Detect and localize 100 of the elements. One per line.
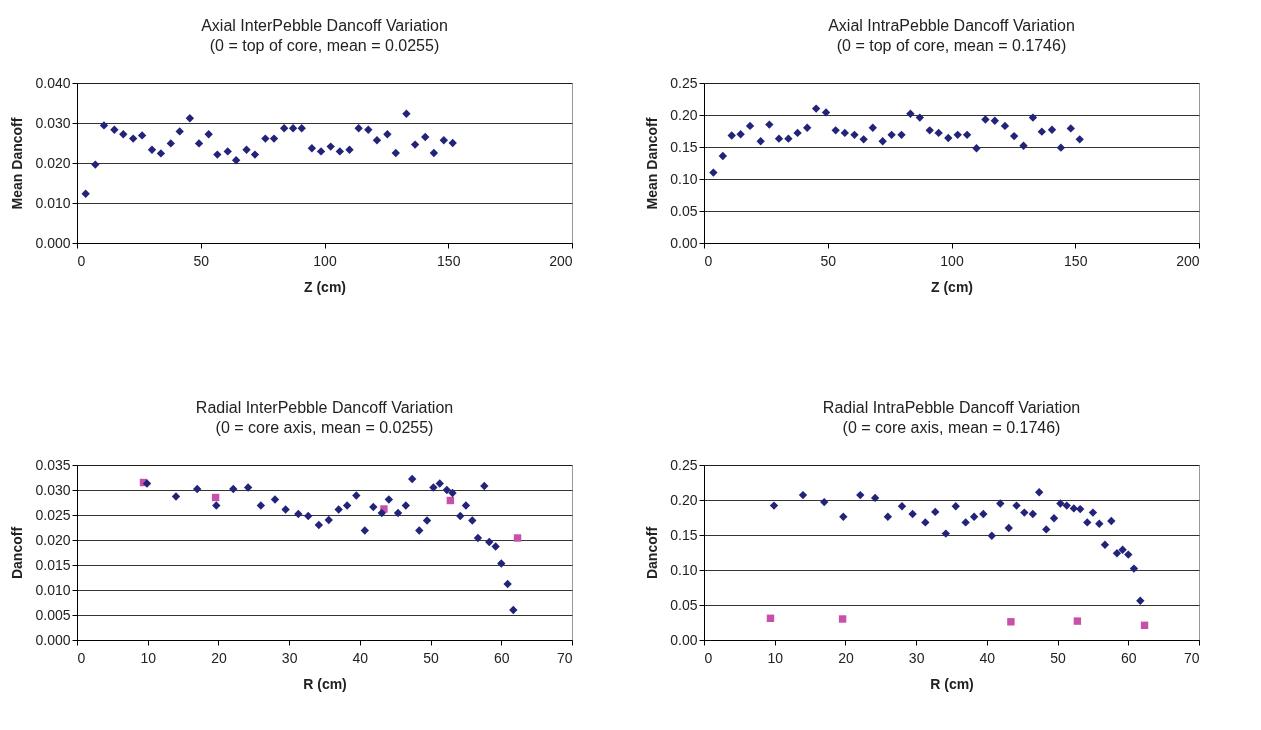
- x-tick-label: 40: [979, 649, 996, 666]
- point: [769, 501, 779, 510]
- point: [1095, 519, 1104, 528]
- x-tick-label: 150: [437, 252, 461, 269]
- chart-title: Radial InterPebble Dancoff Variation: [195, 399, 454, 416]
- point: [110, 125, 119, 134]
- point: [354, 124, 363, 133]
- x-tick-label: 150: [1064, 252, 1088, 269]
- point: [1073, 617, 1082, 625]
- point: [1056, 499, 1065, 508]
- point: [509, 605, 518, 615]
- point: [1047, 125, 1057, 134]
- x-tick-label: 40: [352, 649, 369, 666]
- point: [304, 511, 313, 521]
- point: [944, 133, 953, 143]
- point: [429, 148, 439, 158]
- point: [480, 481, 489, 491]
- point: [951, 502, 960, 511]
- x-tick-label: 0: [704, 649, 713, 666]
- x-axis-title: R (cm): [930, 675, 974, 692]
- y-tick-label: 0.20: [670, 491, 698, 508]
- point: [1118, 545, 1127, 554]
- point: [410, 140, 420, 149]
- x-tick-label: 50: [820, 252, 837, 269]
- point: [435, 479, 444, 488]
- point: [870, 493, 880, 503]
- point: [243, 483, 253, 492]
- point: [142, 479, 152, 488]
- x-tick-label: 70: [1183, 649, 1200, 666]
- point: [119, 130, 128, 139]
- point: [1088, 508, 1098, 517]
- chart-title: Radial IntraPebble Dancoff Variation: [822, 399, 1081, 416]
- point: [925, 126, 934, 135]
- point: [897, 130, 906, 140]
- point: [377, 508, 386, 518]
- point: [297, 124, 306, 133]
- point: [1112, 549, 1122, 558]
- point: [473, 533, 483, 543]
- point: [491, 542, 500, 551]
- point: [137, 131, 147, 140]
- point: [878, 137, 887, 146]
- point: [307, 144, 317, 153]
- point: [1136, 596, 1145, 605]
- y-axis-title: Dancoff: [9, 526, 26, 580]
- y-tick-label: 0.025: [35, 506, 71, 523]
- point: [345, 145, 354, 154]
- point: [931, 507, 940, 517]
- point: [281, 505, 290, 514]
- y-tick-label: 0.035: [35, 456, 71, 473]
- point: [1124, 550, 1133, 559]
- point: [856, 490, 865, 500]
- point: [316, 147, 326, 156]
- point: [831, 126, 840, 135]
- point: [798, 490, 808, 500]
- point: [709, 168, 718, 177]
- point: [250, 150, 260, 159]
- y-tick-label: 0.010: [35, 581, 71, 598]
- point: [156, 149, 166, 158]
- point: [1000, 121, 1010, 131]
- point: [1042, 525, 1051, 534]
- x-tick-label: 20: [211, 649, 227, 666]
- x-axis-title: Z (cm): [304, 278, 346, 295]
- y-tick-label: 0.00: [670, 234, 698, 251]
- point: [887, 130, 896, 140]
- x-axis-title: R (cm): [303, 675, 347, 692]
- point: [1107, 516, 1116, 526]
- x-tick-label: 50: [193, 252, 210, 269]
- point: [439, 136, 448, 145]
- y-tick-label: 0.05: [670, 202, 698, 219]
- point: [1075, 135, 1084, 144]
- point: [990, 116, 999, 125]
- y-tick-label: 0.25: [670, 74, 698, 91]
- y-tick-label: 0.20: [670, 106, 698, 123]
- point: [962, 130, 972, 140]
- x-tick-label: 20: [838, 649, 854, 666]
- point: [915, 113, 924, 122]
- chart-subtitle: (0 = core axis, mean = 0.0255): [215, 419, 434, 436]
- point: [969, 512, 979, 521]
- point: [513, 534, 522, 542]
- x-tick-label: 0: [77, 649, 86, 666]
- point: [421, 132, 430, 142]
- point: [91, 160, 100, 169]
- point: [256, 501, 266, 510]
- point: [793, 128, 802, 138]
- point: [166, 139, 175, 148]
- point: [1066, 124, 1075, 133]
- point: [1004, 523, 1013, 533]
- point: [840, 128, 850, 138]
- point: [193, 484, 202, 494]
- y-axis-title: Dancoff: [644, 526, 661, 580]
- point: [369, 502, 378, 512]
- point: [279, 124, 289, 133]
- point: [1129, 564, 1139, 573]
- chart-title: Axial InterPebble Dancoff Variation: [201, 17, 448, 34]
- x-tick-label: 100: [940, 252, 964, 269]
- point: [972, 144, 981, 153]
- point: [1083, 518, 1092, 527]
- point: [765, 120, 774, 129]
- point: [497, 559, 506, 568]
- point: [402, 109, 411, 118]
